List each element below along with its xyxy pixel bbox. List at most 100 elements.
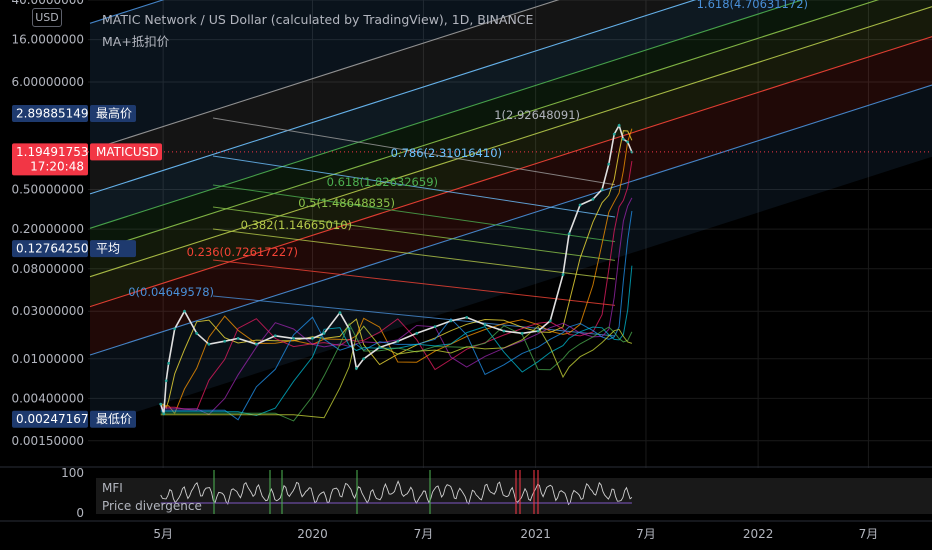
- price-point: [567, 232, 571, 236]
- fib-level-label: 0.382(1.14665010): [241, 218, 352, 232]
- y-tick-label: 0.03000000: [11, 304, 84, 318]
- fib-zone-fill: [90, 6, 932, 307]
- price-point: [626, 140, 630, 144]
- chart-title: MATIC Network / US Dollar (calculated by…: [102, 12, 534, 27]
- price-point: [338, 311, 342, 315]
- indicator-pane: 100 0: [0, 466, 932, 520]
- price-badge: [12, 240, 88, 258]
- y-tick-label: 16.0000000: [11, 33, 84, 47]
- y-tick-label: 0.20000000: [11, 222, 84, 236]
- price-point: [548, 319, 552, 323]
- price-badge: [12, 105, 88, 123]
- mfi-axis-label: 0: [76, 506, 84, 520]
- y-tick-label: 0.01000000: [11, 352, 84, 366]
- price-point: [630, 150, 634, 154]
- fib-level-label: 0.5(1.48648835): [298, 196, 395, 210]
- divergence-label: Price divergence: [102, 499, 202, 513]
- price-badge-value: 0.12764250: [16, 242, 89, 256]
- countdown-label: 17:20:48: [30, 159, 84, 173]
- price-point: [273, 334, 277, 338]
- price-point: [621, 137, 625, 141]
- price-point: [347, 327, 351, 331]
- price-point: [354, 367, 358, 370]
- x-tick-label: 2021: [520, 527, 551, 541]
- price-point: [617, 124, 621, 127]
- price-badge-tag: [90, 410, 136, 428]
- grid-lines: [88, 0, 932, 468]
- y-tick-label: 6.00000000: [11, 75, 84, 89]
- price-point: [207, 342, 211, 346]
- fib-level-line: [89, 0, 560, 151]
- price-point: [591, 197, 595, 201]
- price-point: [362, 357, 366, 361]
- price-badge-tag: [90, 105, 136, 123]
- price-point: [415, 331, 419, 335]
- price-point: [159, 402, 163, 406]
- price-point: [183, 309, 186, 313]
- price-badge-value: 2.89885149: [16, 107, 89, 121]
- fib-cross-line: [212, 184, 616, 243]
- price-point: [578, 203, 582, 207]
- price-point: [502, 329, 506, 333]
- price-point: [173, 327, 177, 331]
- x-tick-label: 2022: [743, 527, 774, 541]
- x-tick-label: 5月: [153, 527, 173, 541]
- fib-level-line: [89, 84, 932, 356]
- fib-level-label: 0(0.04649578): [128, 285, 214, 299]
- fib-level-label: 0.618(1.82632659): [327, 175, 438, 189]
- price-point: [612, 132, 616, 136]
- price-badge-tag-label: MATICUSD: [96, 145, 159, 159]
- fib-cross-line: [212, 259, 616, 306]
- price-point: [311, 337, 314, 340]
- y-tick-label: 0.08000000: [11, 262, 84, 276]
- price-point: [396, 339, 400, 343]
- y-tick-label: 0.00150000: [11, 434, 84, 448]
- price-badge-tag-label: 最高价: [96, 106, 132, 121]
- moving-average-line: [160, 325, 633, 419]
- price-point: [607, 162, 611, 166]
- fib-level-labels: 0(0.04649578) 0.236(0.72617227) 0.382(1.14…: [128, 0, 808, 299]
- y-tick-label: 0.00400000: [11, 391, 84, 405]
- price-point: [292, 337, 296, 340]
- price-axis-bg: [0, 0, 88, 468]
- price-point: [255, 342, 258, 346]
- price-badge-value: 1.19491753: [16, 145, 89, 159]
- price-point: [164, 379, 168, 383]
- mfi-axis-label: 100: [61, 466, 84, 480]
- price-badge-tag: [90, 143, 162, 161]
- price-badge-value: 0.00247167: [16, 412, 89, 426]
- moving-average-line: [160, 128, 633, 415]
- moving-average-line: [160, 161, 633, 411]
- price-badge-tag-label: 平均: [96, 242, 120, 256]
- time-axis[interactable]: 5月 2020 7月 2021 7月 2022 7月: [0, 520, 932, 541]
- fib-zone-fill: [90, 36, 932, 356]
- price-point: [322, 331, 326, 335]
- price-point: [433, 325, 437, 329]
- price-badge-tag-label: 最低价: [96, 412, 132, 426]
- fib-cross-line: [212, 228, 616, 280]
- price-series: [88, 123, 932, 416]
- fib-cross-line: [212, 117, 616, 186]
- fib-level-label: 1(2.92648091): [494, 108, 580, 122]
- price-point: [449, 319, 453, 323]
- price-point: [536, 329, 540, 333]
- price-point: [483, 323, 487, 327]
- mfi-band: [96, 478, 932, 514]
- fib-channel: [89, 0, 932, 427]
- x-tick-label: 2020: [297, 527, 328, 541]
- fib-zone-fill: [90, 0, 932, 277]
- price-badge-tag: [90, 240, 136, 258]
- y-tick-label: 40.0000000: [11, 0, 84, 7]
- price-axis[interactable]: 40.0000000 16.0000000 6.00000000 0.50000000…: [0, 0, 88, 468]
- currency-button[interactable]: USD: [32, 8, 62, 27]
- price-point: [162, 412, 166, 416]
- price-point: [195, 331, 199, 335]
- x-tick-label: 7月: [636, 527, 656, 541]
- mfi-label: MFI: [102, 481, 123, 495]
- price-badge: [12, 410, 88, 428]
- price-point: [600, 188, 604, 191]
- x-tick-label: 7月: [414, 527, 434, 541]
